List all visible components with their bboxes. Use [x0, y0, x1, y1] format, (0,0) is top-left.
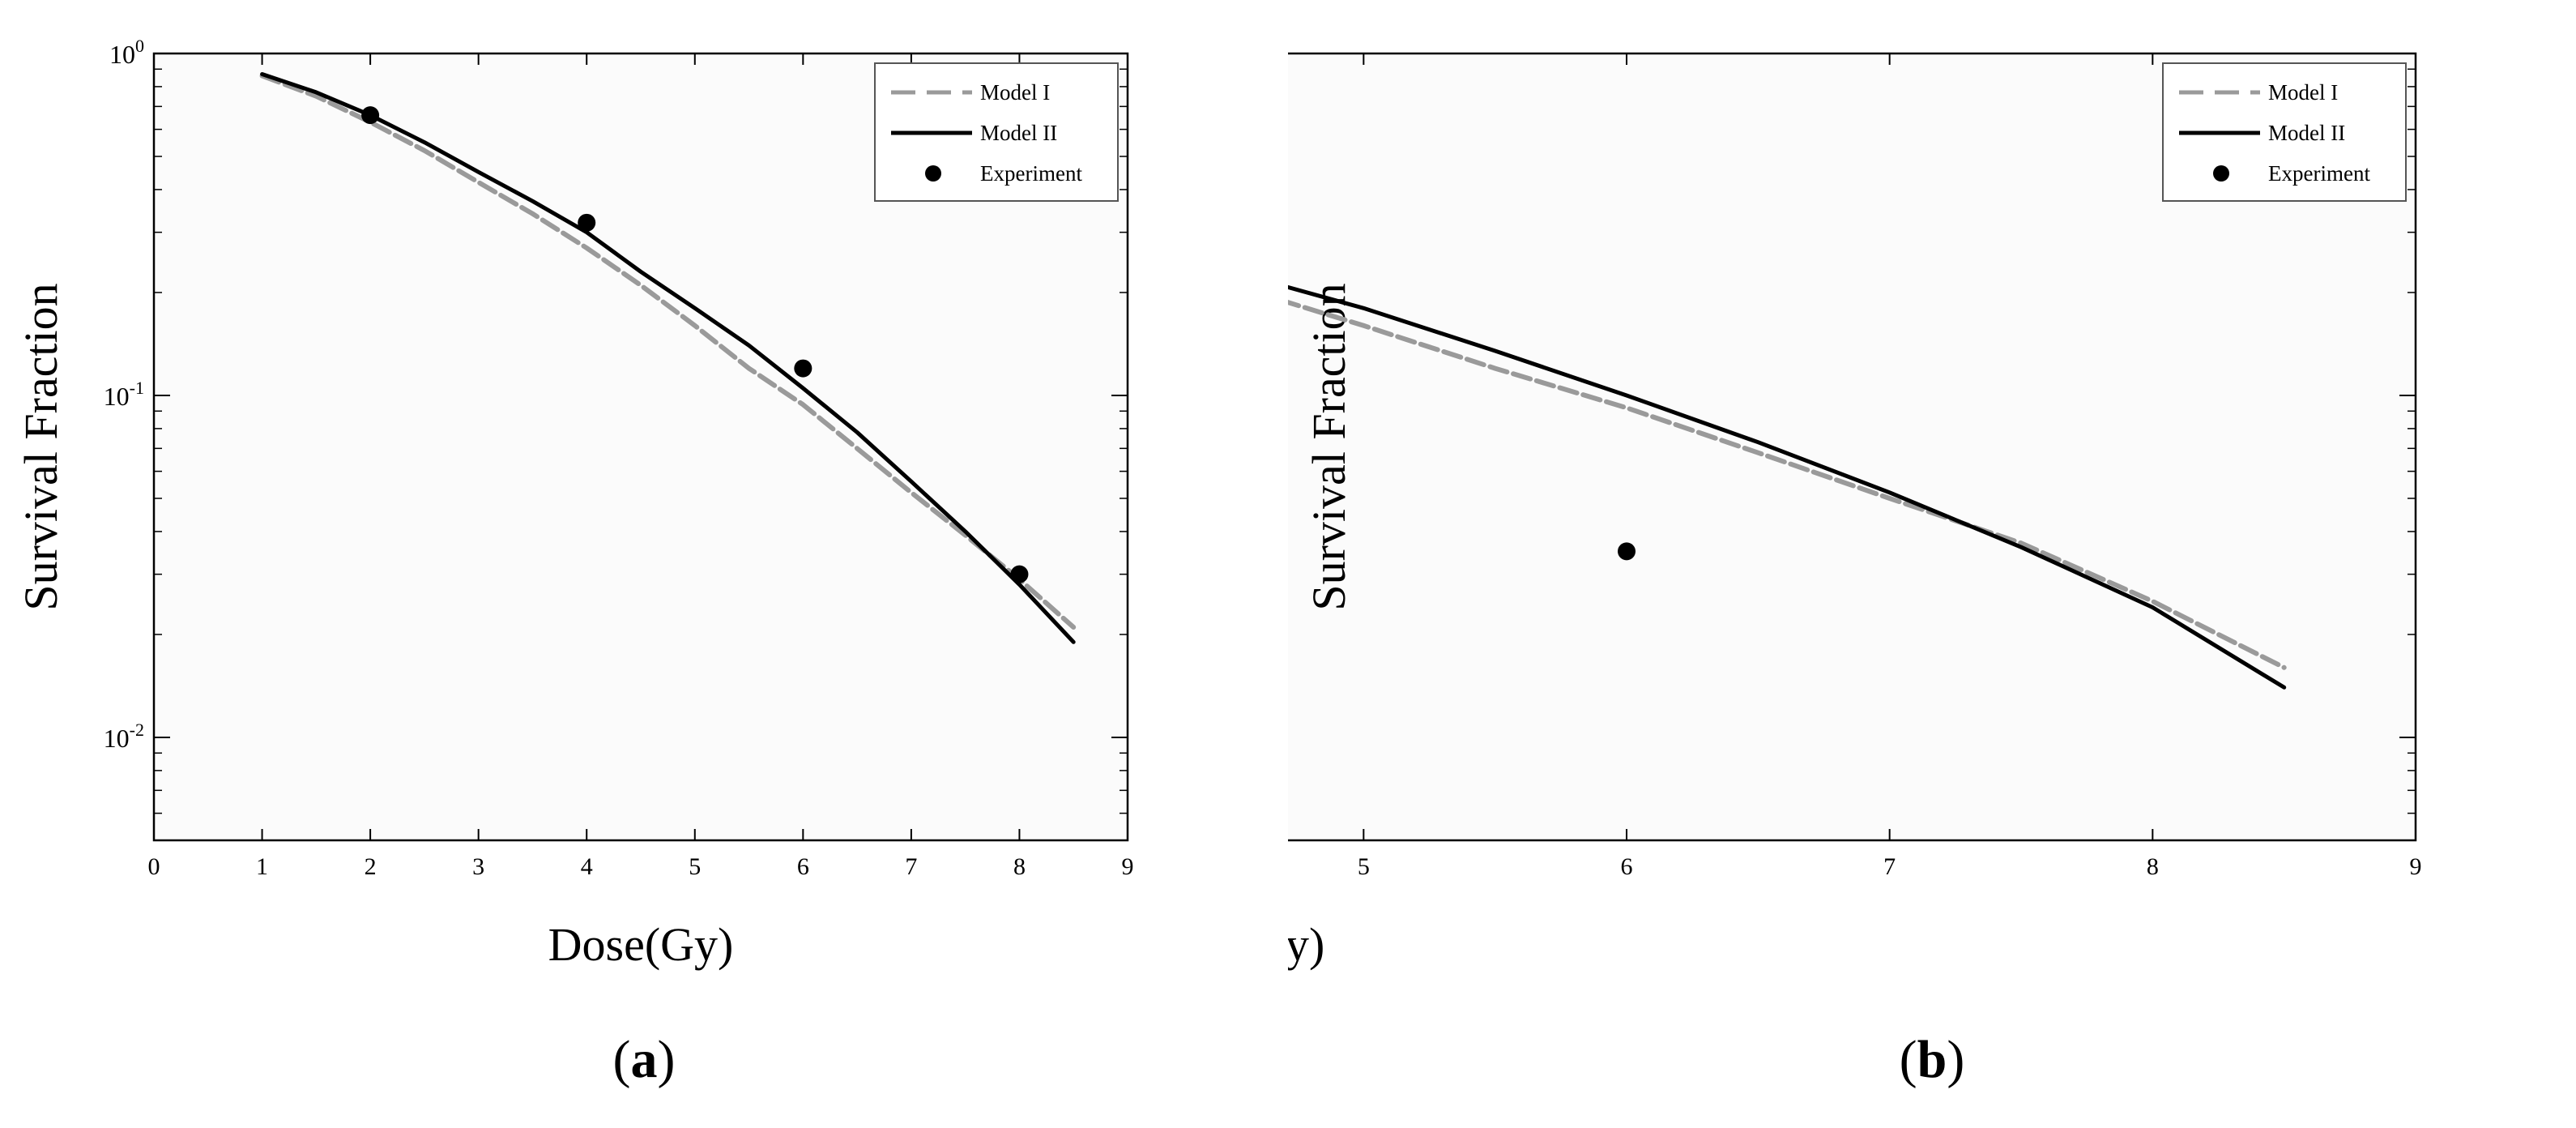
model-ii-line — [260, 72, 1076, 644]
legend-experiment-label: Experiment — [2268, 161, 2370, 186]
panel-a-caption: (a) — [612, 1030, 676, 1089]
x-tick-label: 9 — [1122, 853, 1134, 880]
legend-experiment-label: Experiment — [980, 161, 1082, 186]
x-tick-label: 0 — [148, 853, 160, 880]
x-tick-label: 7 — [1883, 853, 1896, 880]
legend: Model I Model II Experiment — [2162, 62, 2407, 202]
x-tick-label: 6 — [797, 853, 809, 880]
y-tick-label: 10-2 — [104, 720, 144, 753]
x-tick-label: 7 — [905, 853, 917, 880]
model-ii-line — [1288, 284, 2287, 690]
x-tick-label: 4 — [581, 853, 593, 880]
x-axis-label: Dose(Gy) — [548, 918, 734, 971]
experiment-point — [1010, 565, 1029, 583]
experiment-point — [578, 213, 596, 232]
x-axis-label: Dose(Gy) — [1288, 918, 1324, 971]
x-tick-label: 5 — [689, 853, 701, 880]
legend-experiment-marker — [925, 165, 941, 182]
y-tick-label: 100 — [109, 36, 144, 69]
model-i-line — [259, 73, 1077, 630]
legend: Model I Model II Experiment — [874, 62, 1119, 202]
legend-model-ii-label: Model II — [980, 121, 1057, 145]
y-axis-label: Survival Fraction — [1303, 283, 1355, 610]
legend-model-i-label: Model I — [2268, 80, 2338, 105]
panel-b-caption: (b) — [1899, 1030, 1965, 1089]
legend-experiment-marker — [2213, 165, 2229, 182]
legend-model-i-label: Model I — [980, 80, 1050, 105]
legend-model-ii-label: Model II — [2268, 121, 2345, 145]
chart-panel-a: 0 1 2 3 4 5 6 7 8 9 100 10-1 10-2 Dose(Gy) Survival Fr… — [15, 36, 1134, 1089]
x-tick-label: 9 — [2410, 853, 2422, 880]
y-axis-label: Survival Fraction — [15, 283, 67, 610]
chart-a-svg: 0 1 2 3 4 5 6 7 8 9 100 10-1 10-2 Dose(Gy) Survival Fr… — [15, 36, 1134, 971]
x-tick-label: 8 — [2147, 853, 2159, 880]
x-tick-label: 2 — [365, 853, 377, 880]
experiment-point — [794, 359, 812, 378]
y-tick-label: 10-1 — [104, 378, 144, 411]
experiment-point — [361, 106, 380, 125]
x-tick-label: 1 — [256, 853, 268, 880]
x-tick-label: 3 — [472, 853, 484, 880]
x-tick-label: 5 — [1358, 853, 1370, 880]
experiment-point — [1618, 542, 1636, 561]
x-tick-label: 6 — [1621, 853, 1633, 880]
x-tick-label: 8 — [1013, 853, 1026, 880]
